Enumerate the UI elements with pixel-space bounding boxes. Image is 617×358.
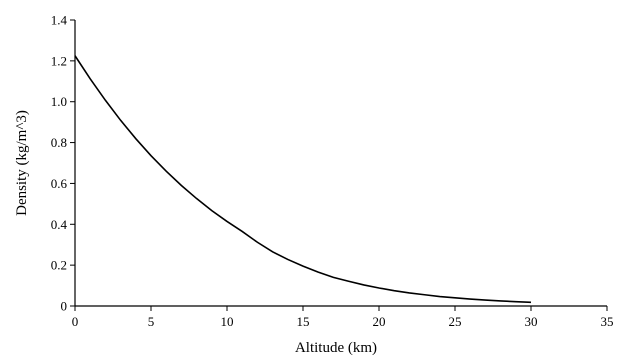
y-tick-label: 1.2 [51,53,67,68]
x-tick-label: 0 [72,314,79,329]
y-tick-label: 0 [61,299,68,314]
x-tick-label: 35 [601,314,614,329]
x-tick-label: 20 [373,314,386,329]
y-tick-label: 1.0 [51,94,67,109]
x-tick-label: 15 [297,314,310,329]
density-series-line [74,55,532,304]
x-tick-label: 30 [525,314,538,329]
x-tick-label: 25 [449,314,462,329]
x-axis-title: Altitude (km) [295,340,377,356]
x-tick-label: 10 [221,314,234,329]
x-tick-label: 5 [148,314,155,329]
y-tick-label: 0.4 [51,217,68,232]
x-axis-ticks: 0 5 10 15 20 25 30 35 [72,306,614,329]
y-axis-ticks: 0 0.2 0.4 0.6 0.8 1.0 1.2 1.4 [51,13,75,314]
y-axis-title: Density (kg/m^3) [14,110,30,216]
y-tick-label: 0.6 [51,176,68,191]
y-tick-label: 1.4 [51,13,68,28]
y-tick-label: 0.8 [51,135,67,150]
y-tick-label: 0.2 [51,258,67,273]
